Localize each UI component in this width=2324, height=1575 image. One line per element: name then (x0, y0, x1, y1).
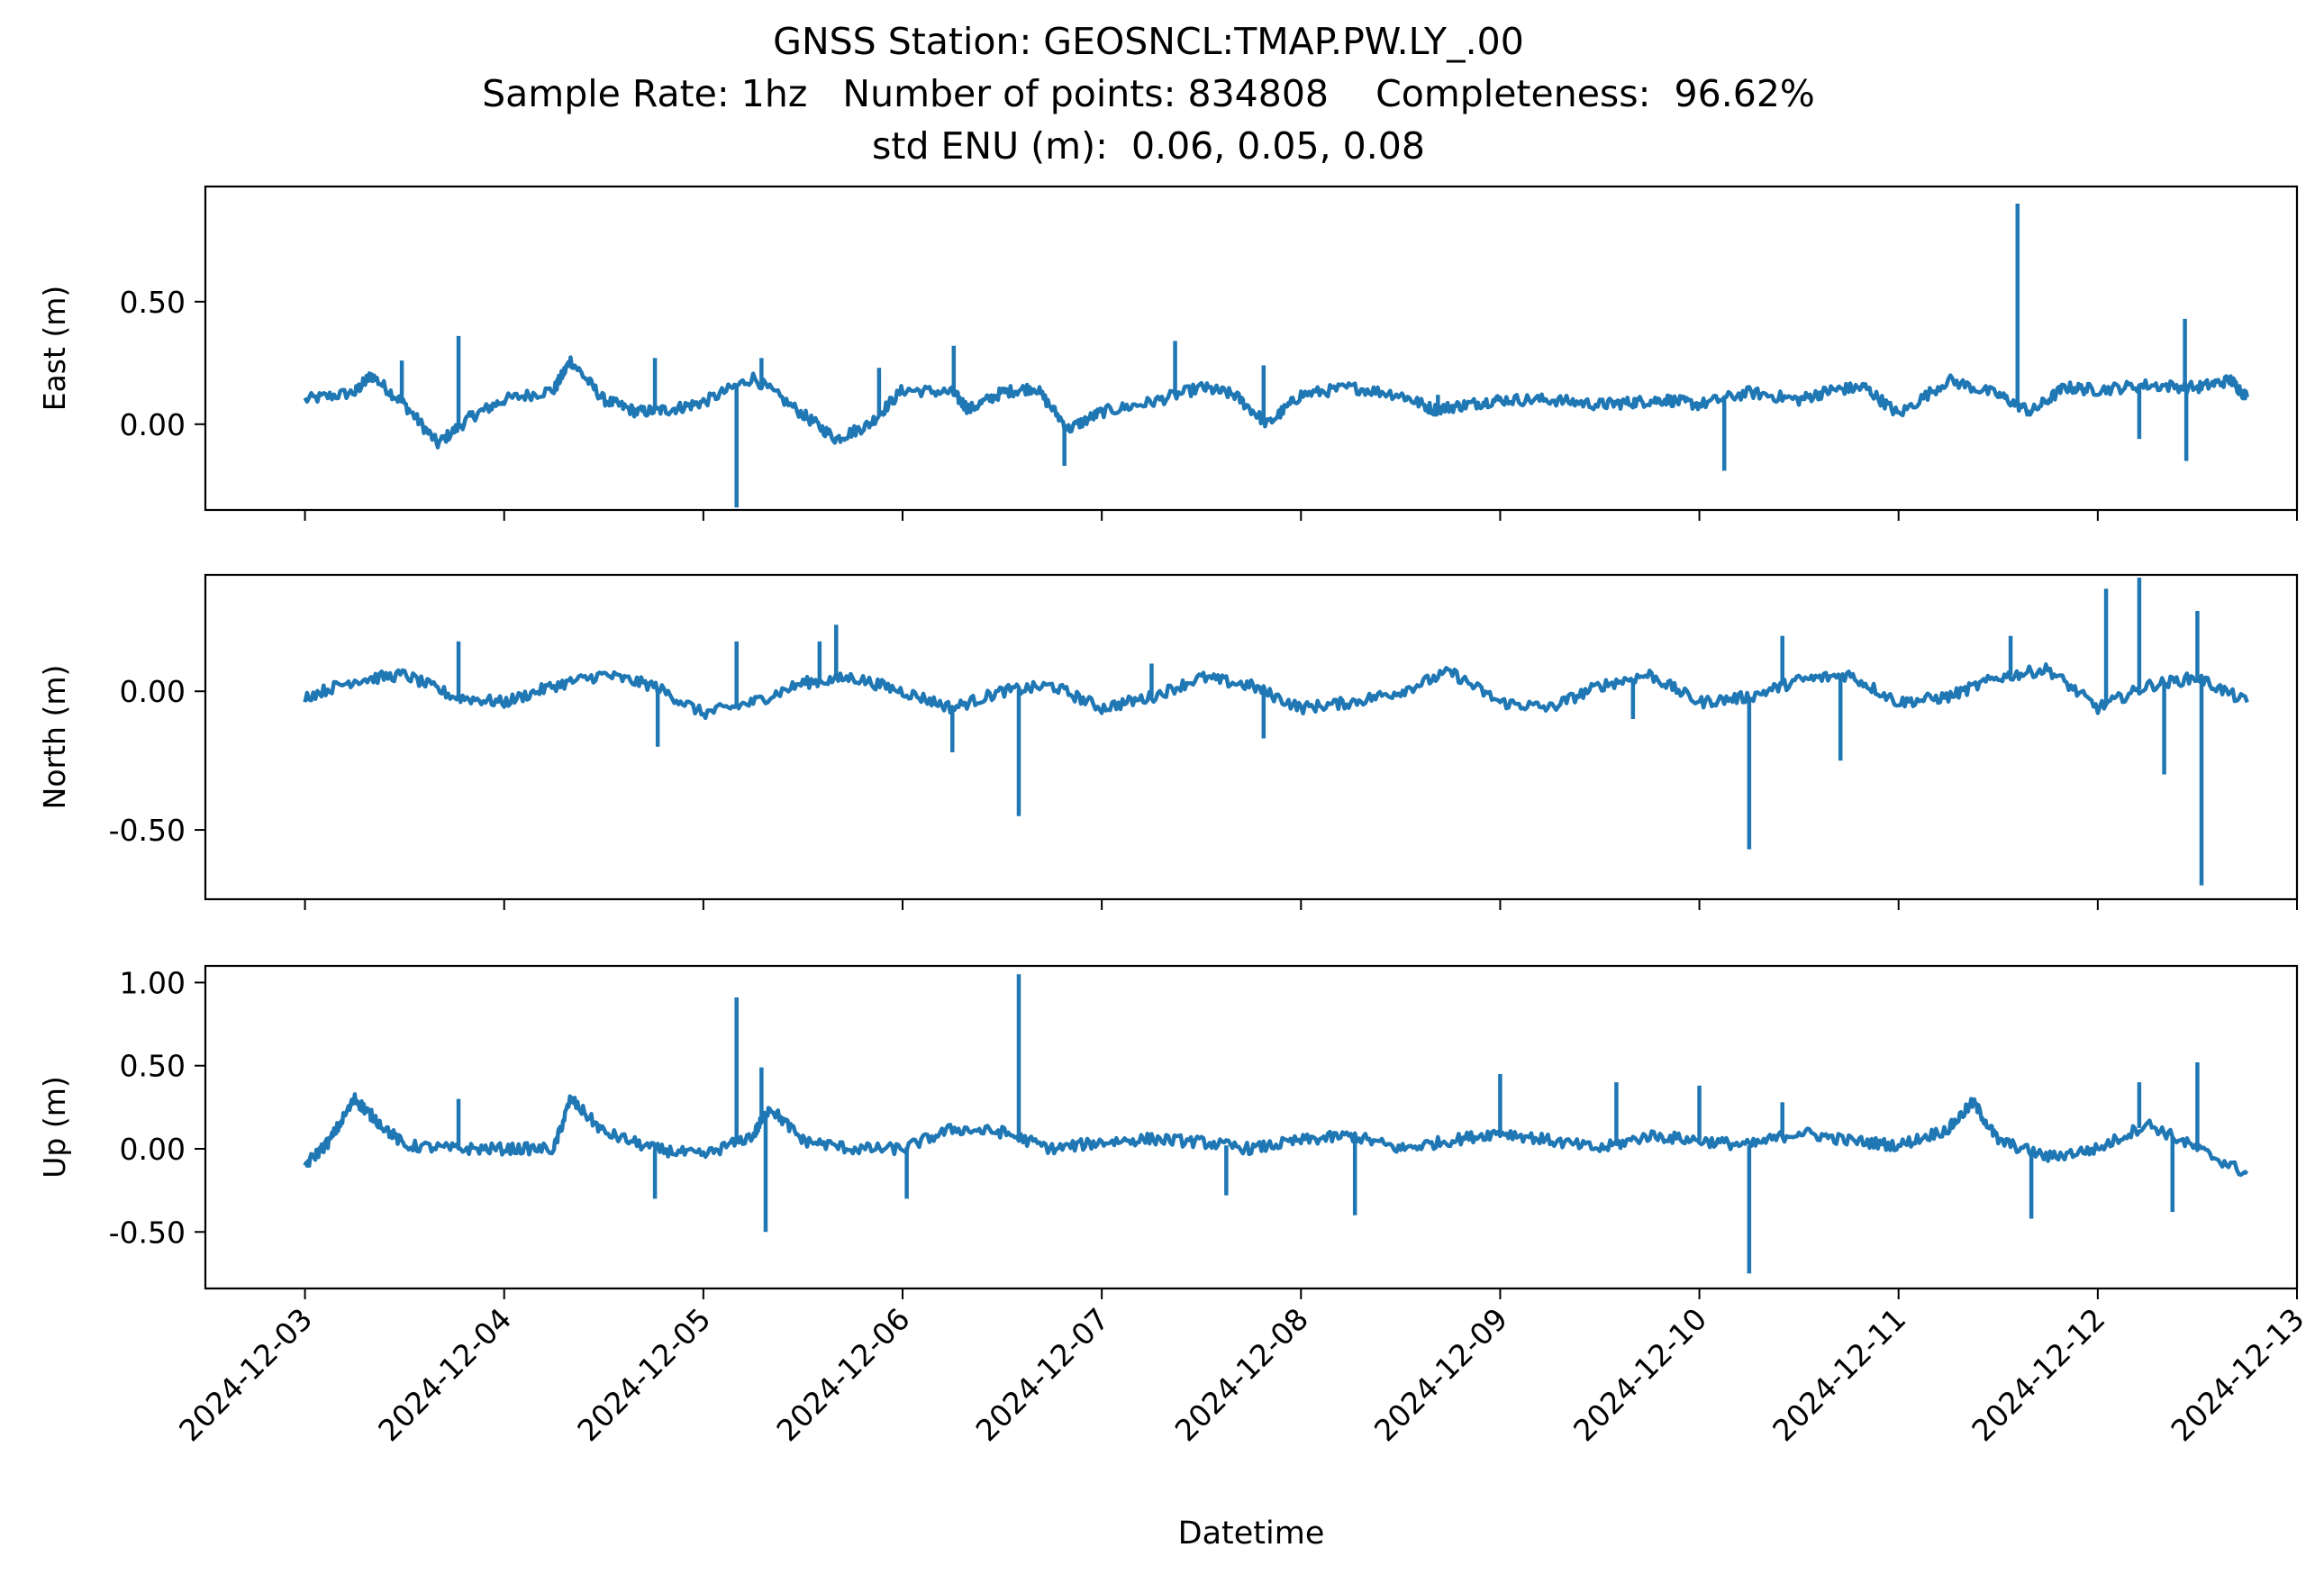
y-axis-label: North (m) (37, 665, 72, 810)
series-line (303, 355, 2249, 450)
x-tick-label: 2024-12-12 (1965, 1301, 2111, 1448)
x-tick-label: 2024-12-07 (969, 1301, 1116, 1448)
series-line (303, 1092, 2249, 1178)
y-tick-label: 1.00 (120, 965, 186, 1000)
series-line (303, 662, 2249, 721)
y-tick-label: 0.00 (120, 407, 186, 442)
x-tick-label: 2024-12-09 (1367, 1301, 1514, 1448)
x-tick-label: 2024-12-04 (371, 1301, 518, 1448)
y-tick-label: -0.50 (109, 1215, 186, 1250)
y-tick-label: 0.00 (120, 1132, 186, 1167)
panel-0: 0.00 0.50 East (m) (37, 185, 2299, 521)
chart-title-line-3: std ENU (m): 0.06, 0.05, 0.08 (872, 124, 1425, 168)
axes-frame (204, 185, 2299, 512)
x-axis-label: Datetime (1178, 1516, 1325, 1552)
axes-frame (204, 964, 2299, 1290)
x-tick-label: 2024-12-10 (1566, 1301, 1713, 1448)
x-tick-label: 2024-12-08 (1168, 1301, 1315, 1448)
axes-frame (204, 573, 2299, 901)
x-tick-label: 2024-12-03 (172, 1301, 319, 1448)
y-axis-label: Up (m) (37, 1076, 72, 1179)
chart-title-line-1: GNSS Station: GEOSNCL:TMAP.PW.LY_.00 (773, 20, 1524, 63)
y-axis-label: East (m) (37, 286, 72, 412)
x-tick-label: 2024-12-05 (570, 1301, 717, 1448)
chart-title-line-2: Sample Rate: 1hz Number of points: 83480… (482, 72, 1815, 115)
panel-1: 0.00 -0.50 North (m) (37, 573, 2299, 910)
y-tick-label: 0.50 (120, 1049, 186, 1084)
y-tick-label: -0.50 (109, 813, 186, 848)
panel-2: 1.00 0.50 0.00 -0.50 Up (m) (37, 964, 2299, 1299)
y-tick-label: 0.00 (120, 674, 186, 709)
x-tick-label: 2024-12-13 (2164, 1301, 2310, 1448)
y-tick-label: 0.50 (120, 285, 186, 320)
x-tick-label: 2024-12-06 (769, 1301, 916, 1448)
x-tick-label: 2024-12-11 (1766, 1301, 1912, 1448)
